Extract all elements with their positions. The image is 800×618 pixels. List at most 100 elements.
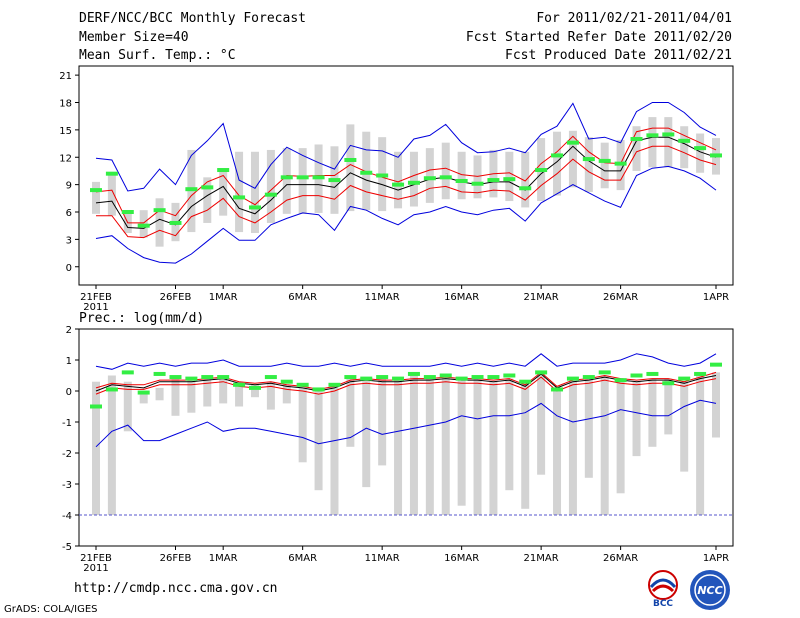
temperature-mean-marker (439, 175, 452, 180)
temperature-mean-marker (376, 173, 389, 178)
precipitation-lower-inner-line (95, 376, 717, 395)
precipitation-spread-bar (664, 378, 673, 435)
temperature-spread-bar (632, 126, 641, 171)
precipitation-mean-marker (392, 376, 405, 381)
precipitation-mean-marker (90, 404, 102, 409)
precipitation-mean-marker (407, 371, 420, 376)
temperature-x-tick-label: 6MAR (288, 292, 317, 303)
precipitation-mean-marker (678, 376, 691, 381)
temperature-upper-inner-line (95, 127, 717, 224)
temperature-mean-marker (121, 210, 134, 214)
precipitation-mean-marker (694, 371, 707, 376)
precipitation-x-tick-label: 1MAR (209, 553, 238, 564)
temperature-spread-bar (298, 148, 307, 214)
precipitation-upper-outer-line (95, 353, 717, 370)
temperature-mean-marker (566, 140, 579, 145)
precipitation-lower-outer-line (95, 399, 717, 448)
precipitation-mean-marker (201, 375, 214, 380)
precipitation-x-tick-label: 11MAR (365, 553, 400, 564)
precipitation-mean-marker (614, 378, 627, 383)
precipitation-mean-marker (105, 387, 118, 392)
precipitation-x-tick-label: 1APR (703, 553, 729, 564)
precipitation-spread-bar (266, 381, 275, 410)
temperature-mean-marker (296, 175, 309, 180)
temperature-spread-bar (203, 177, 212, 223)
precipitation-mean-marker (630, 373, 643, 378)
temperature-mean-marker (678, 138, 691, 143)
precipitation-y-tick-label: -1 (62, 418, 72, 429)
temperature-mean-marker (423, 176, 436, 181)
produced-date-label: Fcst Produced Date 2011/02/21 (505, 48, 732, 63)
temperature-y-tick-label: 15 (59, 126, 72, 137)
temperature-upper-outer-line (95, 102, 717, 192)
precipitation-spread-bar (123, 381, 132, 432)
temperature-spread-bar (521, 151, 530, 208)
temperature-mean-marker (360, 170, 373, 175)
temperature-mean-marker (646, 133, 659, 138)
precipitation-y-tick-label: 2 (66, 325, 72, 336)
temperature-mean-marker (407, 180, 420, 185)
precipitation-mean-marker (360, 376, 373, 381)
precipitation-mean-marker (312, 387, 325, 392)
precipitation-mean-marker (217, 375, 230, 380)
precipitation-spread-bar (155, 387, 164, 401)
precipitation-spread-bar (696, 375, 705, 515)
temperature-spread-bar (680, 126, 689, 169)
precipitation-mean-marker (423, 375, 436, 380)
precipitation-y-tick-label: -2 (62, 449, 72, 460)
temperature-mean-marker (201, 185, 214, 190)
temperature-mean-marker (328, 178, 341, 183)
temperature-spread-bar (696, 133, 705, 173)
precipitation-spread-bar (394, 378, 403, 515)
precipitation-x-tick-label: 26MAR (603, 553, 638, 564)
temperature-spread-bar (457, 151, 466, 200)
precipitation-spread-bar (219, 375, 228, 404)
temperature-x-tick-label: 26FEB (160, 292, 192, 303)
ncc-logo-icon: NCC (690, 570, 730, 610)
temperature-x-tick-label: 11MAR (365, 292, 400, 303)
precipitation-mean-marker (328, 382, 341, 387)
precipitation-mean-marker (280, 379, 293, 384)
temperature-mean-marker (392, 182, 405, 187)
temperature-x-tick-label: 21MAR (524, 292, 559, 303)
precipitation-spread-bar (505, 378, 514, 491)
precipitation-panel: -5 -4 -3 -2 -1 0 1 2 21FEB 26FEB 1MAR 6MAR 11MAR 16MA… (62, 325, 734, 574)
precipitation-spread-bar (409, 375, 418, 515)
temperature-mean-marker (344, 157, 357, 162)
temperature-spread-bar (266, 149, 275, 223)
temperature-spread-bar (394, 151, 403, 209)
precipitation-y-tick-label: -3 (62, 480, 72, 491)
temperature-mean-marker (551, 153, 564, 158)
precipitation-title: Prec.: log(mm/d) (79, 311, 204, 326)
precipitation-mean-marker (646, 371, 659, 376)
precipitation-spread-bar (187, 378, 196, 413)
precipitation-mean-marker (582, 375, 595, 380)
precipitation-mean-marker (439, 373, 452, 378)
temperature-y-tick-label: 6 (66, 208, 72, 219)
precipitation-spread-bar (314, 387, 323, 491)
temperature-spread-bar (346, 124, 355, 212)
precipitation-mean-marker (535, 370, 548, 375)
temperature-mean-marker (312, 175, 325, 180)
precipitation-spread-bar (92, 381, 100, 515)
precipitation-upper-inner-line (95, 371, 717, 390)
member-size-label: Member Size=40 (79, 30, 189, 45)
bcc-logo-text: BCC (653, 599, 673, 609)
temperature-y-tick-label: 21 (59, 71, 72, 82)
temperature-y-tick-label: 3 (66, 235, 72, 246)
temperature-mean-marker (503, 177, 516, 182)
precipitation-spread-bar (680, 381, 689, 472)
precipitation-mean-marker (598, 370, 611, 375)
temperature-mean-marker (535, 168, 548, 173)
temperature-x-tick-label: 26MAR (603, 292, 638, 303)
temperature-spread-bar (505, 151, 514, 202)
website-link[interactable]: http://cmdp.ncc.cma.gov.cn (74, 581, 278, 596)
temperature-mean-marker (710, 153, 722, 158)
temperature-x-tick-label: 1MAR (209, 292, 238, 303)
temperature-mean-marker (471, 181, 484, 186)
precipitation-y-tick-label: -4 (62, 511, 72, 522)
temperature-panel: 0 3 6 9 12 15 18 21 21FEB 26FEB 1MAR 6MAR 11MAR 16MAR… (59, 65, 734, 313)
temperature-mean-marker (169, 220, 182, 225)
precipitation-spread-bar (362, 378, 371, 488)
precipitation-mean-marker (248, 385, 261, 390)
